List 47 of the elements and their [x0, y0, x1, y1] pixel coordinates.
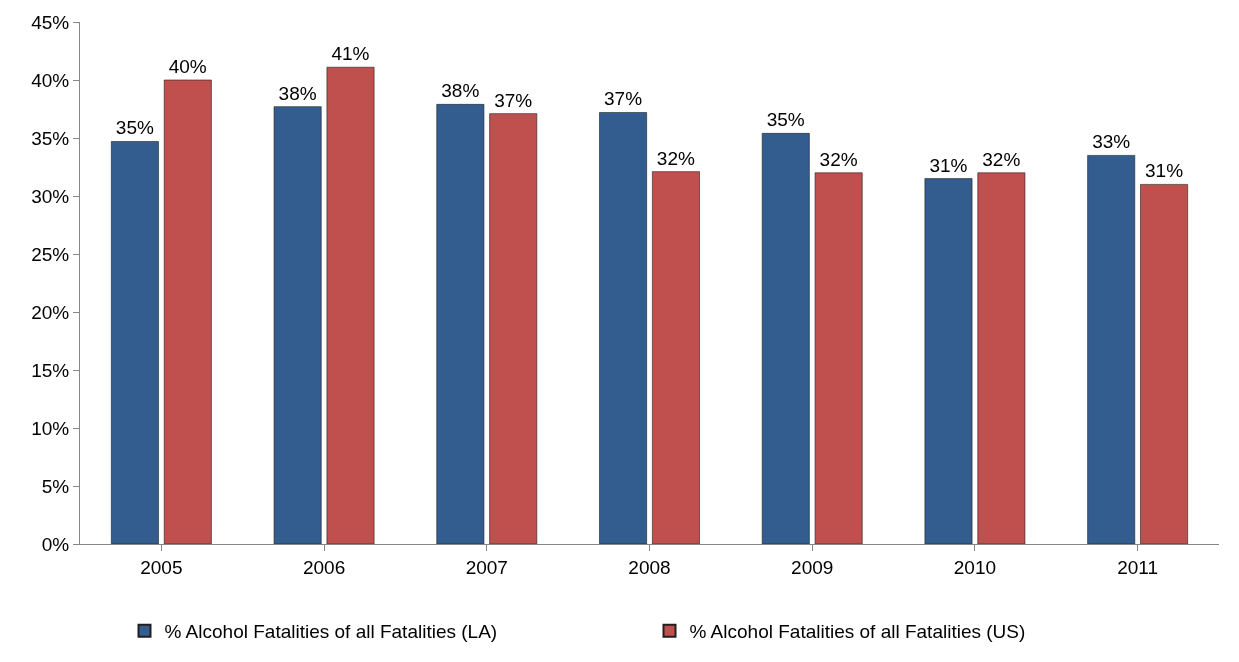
y-tick-label: 40%: [31, 69, 70, 91]
data-label: 33%: [1092, 131, 1131, 153]
bar: [977, 172, 1026, 544]
y-tick-label: 25%: [31, 243, 70, 265]
x-tick-label: 2010: [953, 556, 997, 578]
y-tick-label: 5%: [41, 475, 70, 497]
bar: [163, 79, 212, 544]
bar: [489, 113, 538, 544]
x-tick-label: 2005: [140, 556, 183, 578]
y-tick-label: 15%: [31, 359, 70, 381]
legend-label: % Alcohol Fatalities of all Fatalities (LA): [164, 621, 498, 643]
bar: [326, 66, 375, 544]
data-label: 32%: [656, 147, 696, 169]
data-label: 38%: [278, 82, 317, 104]
bar: [111, 141, 159, 544]
x-tick-label: 2008: [628, 556, 671, 578]
legend-label: % Alcohol Fatalities of all Fatalities (US): [689, 621, 1026, 643]
y-tick-label: 45%: [31, 11, 70, 33]
y-tick-label: 35%: [31, 127, 70, 149]
x-tick-label: 2009: [791, 556, 834, 578]
data-label: 32%: [982, 148, 1021, 170]
bar: [1140, 184, 1188, 544]
data-label: 32%: [819, 148, 858, 170]
data-label: 40%: [168, 56, 207, 77]
y-tick-label: 20%: [31, 301, 70, 323]
bar: [761, 133, 810, 544]
data-label: 31%: [929, 154, 968, 176]
bar: [273, 106, 322, 544]
bar: [924, 178, 973, 544]
data-label: 31%: [1145, 160, 1184, 182]
y-tick-label: 30%: [31, 185, 70, 207]
y-tick-label: 0%: [41, 533, 70, 555]
bar: [652, 171, 700, 544]
bar: [436, 104, 485, 544]
x-tick-label: 2006: [302, 556, 346, 578]
x-tick-label: 2011: [1117, 556, 1159, 578]
bar: [599, 112, 647, 544]
y-tick-label: 10%: [31, 417, 70, 439]
bar: [814, 172, 863, 544]
data-label: 35%: [115, 117, 154, 139]
data-label: 37%: [603, 88, 643, 110]
data-label: 37%: [494, 89, 533, 111]
bar: [1087, 155, 1136, 544]
data-label: 38%: [441, 80, 480, 102]
data-label: 35%: [766, 109, 805, 131]
data-label: 41%: [331, 43, 370, 65]
x-tick-label: 2007: [465, 556, 508, 578]
